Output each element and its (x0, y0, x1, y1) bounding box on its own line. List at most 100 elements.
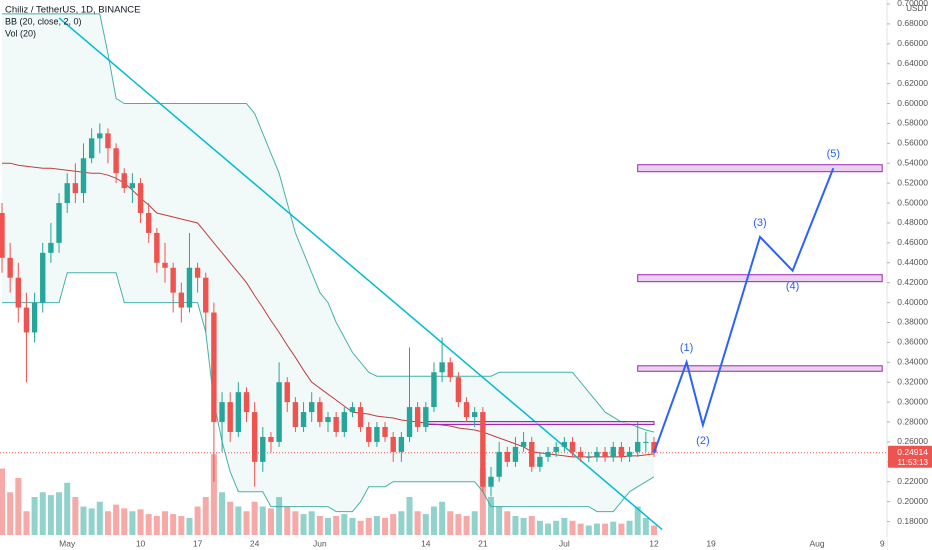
candle-body (357, 407, 364, 428)
volume-bar (602, 523, 609, 535)
zone (637, 274, 883, 283)
volume-bar (235, 506, 242, 535)
volume-bar (463, 516, 470, 535)
candle-body (97, 133, 103, 139)
volume-bar (610, 521, 617, 535)
volume-bar (276, 497, 283, 535)
y-tick-label: 0.52000 (897, 177, 928, 187)
volume-bar (349, 517, 356, 535)
wave-label: (5) (827, 148, 840, 160)
indicator-label: BB (20, close, 2, 0) (5, 16, 82, 26)
last-price-tag (888, 445, 932, 468)
candle-body (170, 267, 176, 293)
candle-body (374, 427, 380, 442)
indicator-label: Vol (20) (5, 28, 36, 38)
candle-body (251, 412, 258, 462)
volume-bar (186, 517, 193, 535)
volume-bar (47, 495, 54, 535)
y-tick-label: 0.60000 (897, 98, 928, 108)
volume-bar (585, 525, 592, 535)
candle-body (512, 446, 519, 462)
volume-bar (80, 506, 87, 535)
candle-body (64, 183, 70, 204)
volume-bar (357, 520, 364, 535)
candle-body (211, 312, 217, 423)
volume-bar (243, 511, 250, 535)
volume-bar (390, 514, 397, 535)
y-tick-label: 0.66000 (897, 38, 928, 48)
candle-body (635, 441, 641, 452)
candle-body (366, 427, 372, 442)
band-upper (2, 13, 655, 433)
y-tick-label: 0.50000 (897, 197, 928, 207)
volume-bar (651, 525, 657, 535)
x-tick-label: 10 (136, 538, 146, 548)
volume-bar (341, 514, 348, 535)
band-fill (2, 13, 654, 512)
candle-body (529, 441, 535, 467)
y-tick-label: 0.64000 (897, 58, 928, 68)
candle-body (15, 277, 21, 308)
candle-body (48, 242, 54, 253)
last-price-label: 0.24914 (897, 447, 928, 457)
candle-body (105, 133, 111, 149)
volume-bar (561, 517, 568, 535)
volume-bar (447, 511, 454, 535)
volume-bar (194, 506, 201, 535)
candle-body (309, 402, 315, 413)
volume-bar (153, 516, 160, 535)
y-tick-label: 0.44000 (897, 257, 928, 267)
x-tick-label: May (59, 538, 76, 548)
y-tick-label: 0.40000 (897, 297, 928, 307)
volume-bar (210, 454, 217, 535)
volume-bar (129, 511, 136, 535)
volume-bar (382, 517, 389, 535)
volume-bar (300, 514, 307, 535)
axes: 0.180000.200000.220000.240000.260000.280… (59, 0, 932, 548)
candle-body (276, 382, 282, 442)
volume-bar (7, 492, 14, 535)
volume-bar (520, 517, 527, 535)
volume-bar (333, 516, 340, 535)
candle-body (610, 446, 616, 457)
y-tick-label: 0.46000 (897, 237, 928, 247)
candle-body (398, 436, 405, 452)
y-tick-label: 0.30000 (897, 396, 928, 406)
candle-body (203, 277, 209, 313)
candle-body (162, 262, 168, 268)
volume-bar (227, 501, 234, 535)
volume-bar (202, 497, 209, 535)
candle-body (243, 392, 250, 413)
zone (637, 365, 883, 372)
trendline (58, 17, 663, 531)
volume-bar (137, 509, 144, 535)
volume-bar (479, 468, 486, 535)
volume-bar (365, 517, 372, 535)
volume-bar (259, 506, 266, 535)
candle-body (121, 173, 127, 189)
y-tick-label: 0.68000 (897, 18, 928, 28)
candle-body (643, 441, 649, 443)
candle-body (602, 451, 608, 457)
wave-label: (4) (786, 281, 799, 293)
candle-body (537, 456, 543, 467)
volume-bar (528, 516, 535, 535)
wave-line (653, 167, 835, 454)
band-lower (2, 272, 655, 513)
zone (637, 164, 883, 173)
volume-bar (121, 508, 128, 535)
x-tick-label: 17 (193, 538, 203, 548)
y-tick-label: 0.58000 (897, 118, 928, 128)
volume-bar (325, 517, 331, 535)
x-tick-label: Aug (809, 538, 824, 548)
candle-body (333, 417, 339, 432)
countdown-label: 11:53:13 (897, 458, 928, 467)
candle-body (154, 232, 160, 263)
candle-body (325, 417, 331, 423)
time-axis-panel (0, 537, 887, 550)
volume-bar (422, 514, 429, 535)
candle-body (618, 446, 625, 457)
volume-bar (251, 501, 258, 535)
volume-bar (0, 468, 5, 535)
volume-bar (406, 497, 413, 535)
